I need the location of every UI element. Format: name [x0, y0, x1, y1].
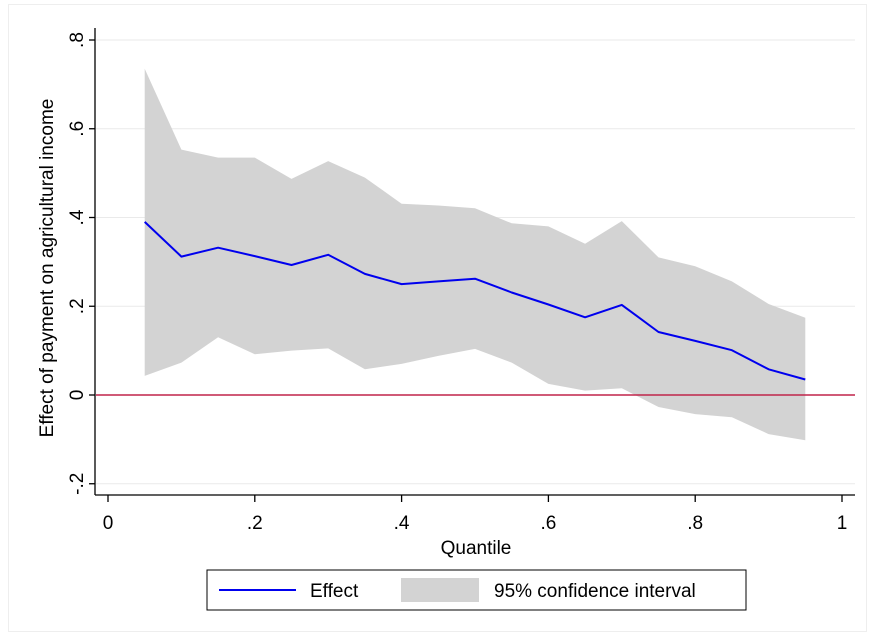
y-tick-label: .8 — [67, 32, 88, 48]
legend: Effect 95% confidence interval — [206, 569, 747, 611]
x-tick-label: .4 — [394, 513, 410, 534]
x-tick-label: .2 — [247, 513, 263, 534]
confidence-band — [144, 68, 806, 441]
x-tick-label: .8 — [687, 513, 703, 534]
y-tick-label: .6 — [67, 121, 88, 137]
legend-effect-label: Effect — [310, 581, 359, 602]
ticks: -.2 0 .2 .4 .6 .8 0 .2 .4 .6 .8 1 — [67, 32, 847, 534]
x-tick-label: 0 — [103, 513, 114, 534]
effect-line — [144, 221, 806, 381]
y-axis-label: Effect of payment on agricultural income — [37, 99, 58, 438]
effect-line-group — [144, 221, 806, 381]
legend-ci-swatch — [401, 578, 479, 602]
confidence-band-group — [144, 68, 806, 441]
y-tick-label: 0 — [67, 390, 88, 401]
legend-ci-label: 95% confidence interval — [494, 581, 696, 602]
x-axis-label: Quantile — [441, 538, 512, 559]
y-tick-label: .2 — [67, 298, 88, 314]
x-tick-label: .6 — [540, 513, 556, 534]
y-tick-label: -.2 — [67, 473, 88, 495]
axes — [94, 28, 855, 496]
y-tick-label: .4 — [67, 209, 88, 225]
x-tick-label: 1 — [837, 513, 848, 534]
